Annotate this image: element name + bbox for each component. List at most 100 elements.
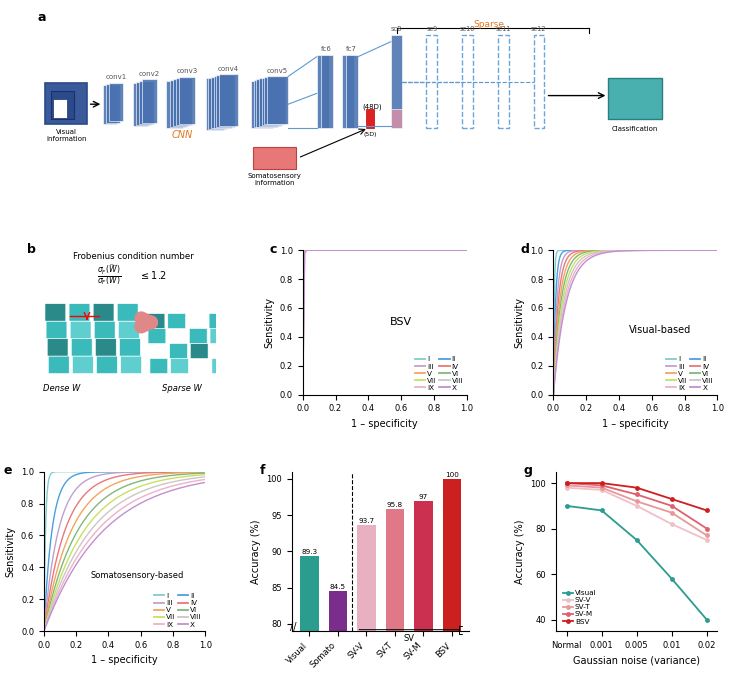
Bar xyxy=(208,78,227,129)
FancyBboxPatch shape xyxy=(147,314,165,329)
Bar xyxy=(414,501,433,686)
Bar xyxy=(53,99,67,118)
Visual xyxy=(632,536,641,544)
Bar xyxy=(321,55,333,128)
Bar xyxy=(51,91,74,119)
FancyBboxPatch shape xyxy=(117,304,138,321)
Bar xyxy=(136,82,151,125)
Text: Dense W: Dense W xyxy=(42,384,80,394)
Bar xyxy=(462,35,473,128)
Text: 100: 100 xyxy=(445,472,459,478)
Text: Somatosensory-based: Somatosensory-based xyxy=(91,571,184,580)
Text: //: // xyxy=(291,622,296,632)
SV-M xyxy=(703,525,712,533)
SV-T xyxy=(703,532,712,540)
FancyBboxPatch shape xyxy=(148,329,166,344)
Bar xyxy=(45,82,87,123)
BSV xyxy=(632,484,641,492)
Text: a: a xyxy=(37,10,45,23)
Y-axis label: Accuracy (%): Accuracy (%) xyxy=(515,519,525,584)
Bar xyxy=(346,55,358,128)
FancyBboxPatch shape xyxy=(69,304,90,321)
Text: sc10: sc10 xyxy=(460,26,475,32)
Text: BSV: BSV xyxy=(390,318,412,327)
Bar xyxy=(219,75,238,126)
Bar xyxy=(608,78,662,119)
SV-T xyxy=(632,497,641,506)
Text: sc8: sc8 xyxy=(390,26,402,32)
FancyBboxPatch shape xyxy=(212,359,230,373)
Bar xyxy=(300,556,318,686)
FancyBboxPatch shape xyxy=(97,356,117,373)
Text: Somatosensory
information: Somatosensory information xyxy=(248,173,302,186)
Y-axis label: Sensitivity: Sensitivity xyxy=(515,297,525,348)
FancyBboxPatch shape xyxy=(95,339,116,356)
Text: sc9: sc9 xyxy=(426,26,438,32)
Text: f: f xyxy=(260,464,266,477)
Visual xyxy=(597,506,606,514)
Text: conv5: conv5 xyxy=(267,68,288,74)
FancyBboxPatch shape xyxy=(48,356,69,373)
SV-M xyxy=(668,501,676,510)
Text: Visual
information: Visual information xyxy=(46,129,86,142)
Text: Visual-based: Visual-based xyxy=(629,324,691,335)
SV-M xyxy=(632,490,641,499)
Legend: Visual, SV-V, SV-T, SV-M, BSV: Visual, SV-V, SV-T, SV-M, BSV xyxy=(560,587,600,628)
Bar xyxy=(264,77,285,124)
Text: Frobenius condition number: Frobenius condition number xyxy=(73,252,194,261)
FancyBboxPatch shape xyxy=(150,359,168,373)
FancyBboxPatch shape xyxy=(170,344,187,359)
Bar xyxy=(317,55,329,128)
FancyBboxPatch shape xyxy=(121,356,141,373)
Bar xyxy=(259,78,280,126)
FancyBboxPatch shape xyxy=(210,329,228,344)
SV-V xyxy=(703,536,712,544)
Text: conv4: conv4 xyxy=(218,66,239,72)
X-axis label: 1 – specificity: 1 – specificity xyxy=(351,419,418,429)
SV-T xyxy=(597,484,606,492)
SV-M xyxy=(562,479,571,487)
FancyBboxPatch shape xyxy=(119,339,141,356)
Text: 89.3: 89.3 xyxy=(301,549,318,556)
Text: fc7: fc7 xyxy=(346,46,357,51)
Text: conv3: conv3 xyxy=(176,69,198,75)
Bar xyxy=(391,35,402,128)
Legend: I, III, V, VII, IX, II, IV, VI, VIII, X: I, III, V, VII, IX, II, IV, VI, VIII, X xyxy=(415,356,463,391)
Bar xyxy=(366,108,374,128)
FancyBboxPatch shape xyxy=(48,339,68,356)
Text: $\leq 1.2$: $\leq 1.2$ xyxy=(138,269,167,281)
Bar xyxy=(217,75,235,127)
Bar xyxy=(498,35,509,128)
Text: Classification: Classification xyxy=(612,126,658,132)
Bar xyxy=(109,82,123,121)
Text: conv2: conv2 xyxy=(139,71,160,77)
Text: c: c xyxy=(270,243,277,256)
Text: b: b xyxy=(26,243,36,256)
X-axis label: Gaussian noise (variance): Gaussian noise (variance) xyxy=(573,655,701,665)
Bar xyxy=(329,591,347,686)
Visual xyxy=(562,501,571,510)
Line: SV-T: SV-T xyxy=(564,483,709,538)
Bar xyxy=(391,108,402,128)
BSV xyxy=(668,495,676,503)
Text: sc12: sc12 xyxy=(531,26,547,32)
Legend: I, III, V, VII, IX, II, IV, VI, VIII, X: I, III, V, VII, IX, II, IV, VI, VIII, X xyxy=(154,593,201,628)
BSV xyxy=(597,479,606,487)
Line: SV-M: SV-M xyxy=(564,481,709,531)
FancyBboxPatch shape xyxy=(46,321,67,339)
Bar xyxy=(142,80,157,123)
FancyBboxPatch shape xyxy=(94,321,115,339)
FancyBboxPatch shape xyxy=(72,356,93,373)
Text: Sparse W: Sparse W xyxy=(162,384,201,394)
SV-V xyxy=(668,520,676,528)
Text: 84.5: 84.5 xyxy=(329,584,346,590)
Bar xyxy=(211,77,230,128)
Bar xyxy=(139,80,154,123)
Bar xyxy=(254,80,275,127)
Text: CNN: CNN xyxy=(171,130,193,139)
FancyBboxPatch shape xyxy=(119,321,139,339)
Text: g: g xyxy=(524,464,533,477)
SV-T xyxy=(668,508,676,517)
FancyBboxPatch shape xyxy=(70,321,91,339)
Text: e: e xyxy=(4,464,12,477)
